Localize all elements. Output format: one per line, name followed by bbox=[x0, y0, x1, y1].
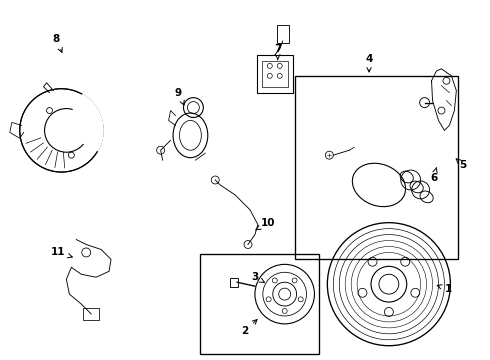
Bar bbox=[257, 55, 293, 93]
Text: 5: 5 bbox=[456, 159, 467, 170]
Text: 8: 8 bbox=[53, 34, 62, 53]
Wedge shape bbox=[61, 94, 103, 151]
Text: 6: 6 bbox=[430, 167, 437, 183]
Bar bbox=[230, 278, 238, 287]
Bar bbox=[83, 308, 99, 320]
Text: 7: 7 bbox=[274, 44, 281, 60]
Text: 10: 10 bbox=[255, 218, 275, 230]
Bar bbox=[294, 76, 458, 260]
Text: 11: 11 bbox=[51, 247, 73, 258]
Text: 9: 9 bbox=[175, 88, 184, 105]
Text: 4: 4 bbox=[366, 54, 373, 72]
Bar bbox=[277, 25, 289, 43]
Text: 2: 2 bbox=[242, 320, 257, 336]
Bar bbox=[200, 255, 319, 354]
Text: 3: 3 bbox=[251, 272, 265, 282]
Text: 1: 1 bbox=[437, 284, 452, 294]
Bar bbox=[262, 61, 288, 87]
